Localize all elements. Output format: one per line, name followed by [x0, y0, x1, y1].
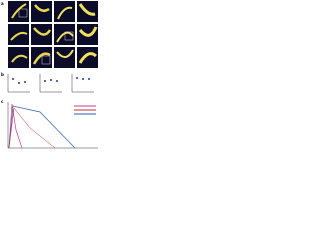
inset	[41, 55, 51, 65]
dot	[44, 80, 46, 82]
curve	[8, 103, 23, 149]
panel-label: a	[1, 1, 4, 6]
tile	[77, 47, 98, 68]
curve	[8, 105, 76, 149]
stain	[33, 27, 52, 36]
scatter-panels	[7, 74, 94, 93]
curve	[8, 107, 56, 149]
stain	[32, 52, 51, 65]
dot	[50, 79, 52, 81]
page: a b c (() => { const data = JSON.pars	[0, 0, 100, 151]
stain	[56, 49, 74, 58]
inset	[64, 31, 74, 41]
stain	[78, 26, 98, 37]
line-panel	[7, 102, 98, 149]
panel-label: c	[1, 99, 4, 104]
tile	[8, 47, 29, 68]
tile	[54, 1, 75, 22]
stain	[34, 4, 50, 13]
dot	[56, 80, 58, 82]
dot	[18, 82, 20, 84]
dot	[12, 78, 14, 80]
stain	[10, 31, 28, 41]
stain	[78, 3, 96, 16]
stain	[78, 52, 97, 64]
dot	[82, 78, 84, 80]
figure: a b c	[1, 1, 98, 149]
micrographs	[8, 1, 98, 68]
dot	[88, 78, 90, 80]
inset	[18, 8, 28, 18]
dots	[12, 77, 90, 84]
dot	[24, 81, 26, 83]
tile	[31, 47, 52, 68]
stain	[56, 31, 74, 43]
stain	[57, 6, 73, 20]
dot	[76, 77, 78, 79]
stain	[11, 3, 27, 19]
stain	[11, 54, 28, 63]
panel-label: b	[1, 72, 4, 77]
